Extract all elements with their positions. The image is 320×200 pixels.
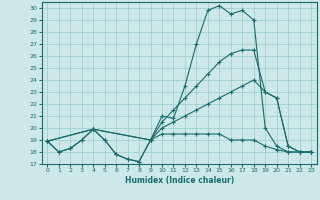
X-axis label: Humidex (Indice chaleur): Humidex (Indice chaleur) — [124, 176, 234, 185]
